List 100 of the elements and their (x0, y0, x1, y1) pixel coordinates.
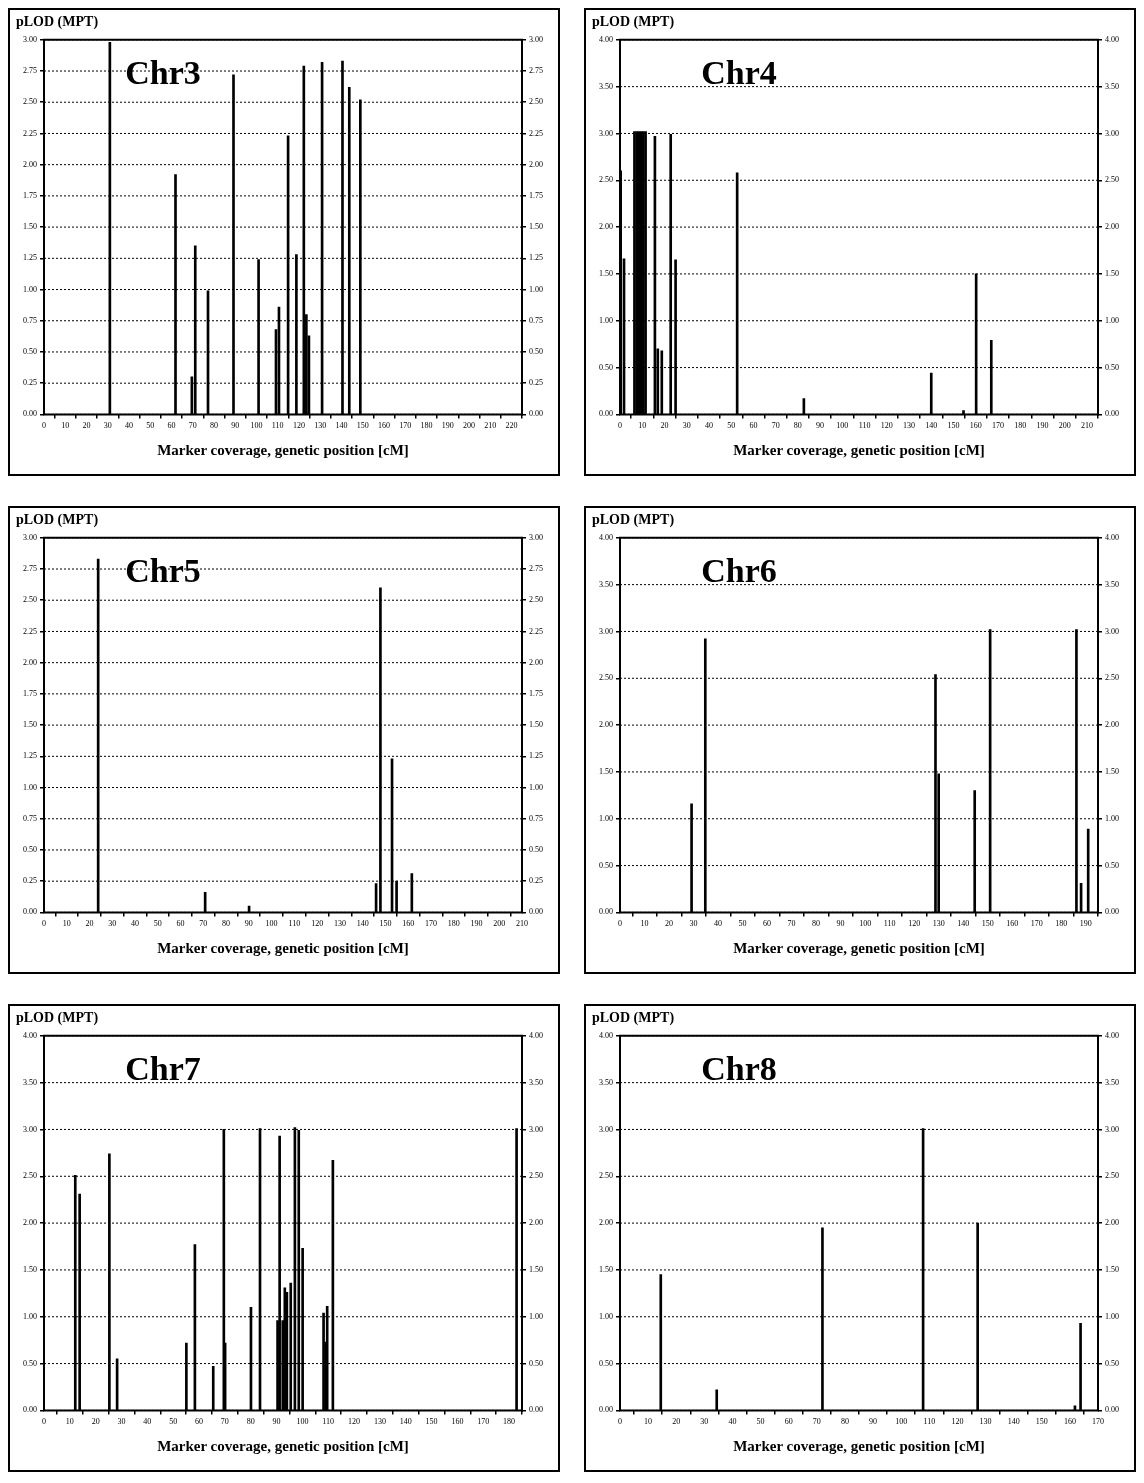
x-tick-label: 80 (812, 919, 821, 929)
x-tick-label: 10 (65, 1417, 74, 1427)
x-tick-label: 180 (1055, 919, 1068, 929)
y2-tick-label: 2.00 (1105, 720, 1119, 730)
x-tick-label: 30 (700, 1417, 709, 1427)
x-tick-label: 90 (272, 1417, 281, 1427)
x-tick-label: 20 (660, 421, 669, 431)
x-tick-label: 180 (1014, 421, 1027, 431)
y2-tick-label: 2.50 (529, 97, 543, 107)
y2-tick-label: 3.50 (1105, 81, 1119, 91)
y-tick-label: 2.00 (599, 222, 613, 232)
y-tick-label: 3.00 (23, 34, 37, 44)
x-tick-label: 90 (816, 421, 825, 431)
x-tick-label: 200 (493, 919, 506, 929)
x-tick-label: 190 (1036, 421, 1049, 431)
x-tick-label: 10 (638, 421, 647, 431)
x-tick-label: 50 (153, 919, 162, 929)
y-tick-label: 3.50 (599, 81, 613, 91)
x-tick-label: 20 (85, 919, 94, 929)
x-tick-label: 0 (42, 421, 46, 431)
y2-tick-label: 1.00 (1105, 1311, 1119, 1321)
y2-tick-label: 0.75 (529, 315, 543, 325)
annotation: Chr5 (125, 551, 201, 589)
y-tick-label: 0.00 (599, 409, 613, 419)
x-tick-label: 120 (292, 421, 305, 431)
y-tick-label: 2.00 (23, 1218, 37, 1228)
y2-tick-label: 3.00 (1105, 626, 1119, 636)
y2-tick-label: 3.50 (1105, 1077, 1119, 1087)
x-tick-label: 180 (420, 421, 433, 431)
y2-tick-label: 1.50 (1105, 767, 1119, 777)
x-tick-label: 180 (447, 919, 460, 929)
x-tick-label: 140 (335, 421, 348, 431)
x-tick-label: 170 (477, 1417, 490, 1427)
x-tick-label: 0 (618, 1417, 622, 1427)
x-tick-label: 160 (402, 919, 415, 929)
y2-tick-label: 1.50 (529, 222, 543, 232)
y-tick-label: 2.25 (23, 626, 37, 636)
y-tick-label: 1.50 (599, 269, 613, 279)
x-tick-label: 110 (858, 421, 871, 431)
y2-tick-label: 2.25 (529, 626, 543, 636)
x-tick-label: 150 (379, 919, 392, 929)
x-tick-label: 50 (146, 421, 155, 431)
x-tick-label: 70 (812, 1417, 821, 1427)
x-tick-label: 170 (399, 421, 412, 431)
y-axis-title: pLOD (MPT) (16, 1010, 100, 1027)
x-tick-label: 210 (484, 421, 497, 431)
y2-tick-label: 2.00 (1105, 222, 1119, 232)
y2-tick-label: 2.50 (529, 1171, 543, 1181)
x-tick-label: 50 (738, 919, 747, 929)
y-tick-label: 1.50 (23, 720, 37, 730)
y2-tick-label: 1.00 (1105, 315, 1119, 325)
x-tick-label: 190 (470, 919, 483, 929)
x-tick-label: 170 (1092, 1417, 1104, 1427)
y-tick-label: 3.00 (599, 1124, 613, 1134)
x-tick-label: 40 (728, 1417, 737, 1427)
x-tick-label: 90 (836, 919, 845, 929)
y-tick-label: 0.00 (23, 1405, 37, 1415)
y-tick-label: 1.00 (23, 284, 37, 294)
y2-tick-label: 0.50 (529, 347, 543, 357)
y-tick-label: 2.50 (23, 97, 37, 107)
y-tick-label: 3.50 (599, 579, 613, 589)
x-tick-label: 210 (1080, 421, 1093, 431)
x-tick-label: 110 (271, 421, 284, 431)
x-tick-label: 140 (356, 919, 369, 929)
y2-tick-label: 1.25 (529, 253, 543, 263)
y-axis-title: pLOD (MPT) (592, 512, 676, 529)
x-tick-label: 20 (82, 421, 91, 431)
y2-tick-label: 2.50 (1105, 175, 1119, 185)
y2-tick-label: 1.00 (529, 284, 543, 294)
y2-tick-label: 0.50 (529, 1358, 543, 1368)
y2-tick-label: 0.50 (1105, 362, 1119, 372)
y2-tick-label: 0.00 (1105, 907, 1119, 917)
y-tick-label: 2.00 (23, 657, 37, 667)
x-tick-label: 80 (209, 421, 218, 431)
y2-tick-label: 0.50 (1105, 1358, 1119, 1368)
x-tick-label: 160 (377, 421, 390, 431)
x-tick-label: 100 (250, 421, 263, 431)
y-tick-label: 1.25 (23, 253, 37, 263)
x-tick-label: 100 (296, 1417, 309, 1427)
y-tick-label: 3.00 (599, 128, 613, 138)
y-tick-label: 3.50 (599, 1077, 613, 1087)
x-tick-label: 60 (784, 1417, 793, 1427)
y-tick-label: 0.75 (23, 315, 37, 325)
x-tick-label: 200 (462, 421, 475, 431)
y2-tick-label: 0.75 (529, 813, 543, 823)
x-axis-title: Marker coverage, genetic position [cM] (733, 939, 985, 956)
y-tick-label: 4.00 (599, 532, 613, 542)
x-tick-label: 70 (771, 421, 780, 431)
y2-tick-label: 2.25 (529, 128, 543, 138)
x-tick-label: 40 (714, 919, 723, 929)
x-axis-title: Marker coverage, genetic position [cM] (733, 1437, 985, 1454)
y-tick-label: 0.50 (23, 1358, 37, 1368)
annotation: Chr8 (701, 1049, 777, 1087)
x-tick-label: 70 (199, 919, 208, 929)
y2-tick-label: 1.25 (529, 751, 543, 761)
x-tick-label: 210 (516, 919, 528, 929)
y2-tick-label: 3.50 (529, 1077, 543, 1087)
x-tick-label: 120 (951, 1417, 964, 1427)
y-tick-label: 0.25 (23, 378, 37, 388)
y-tick-label: 1.75 (23, 688, 37, 698)
